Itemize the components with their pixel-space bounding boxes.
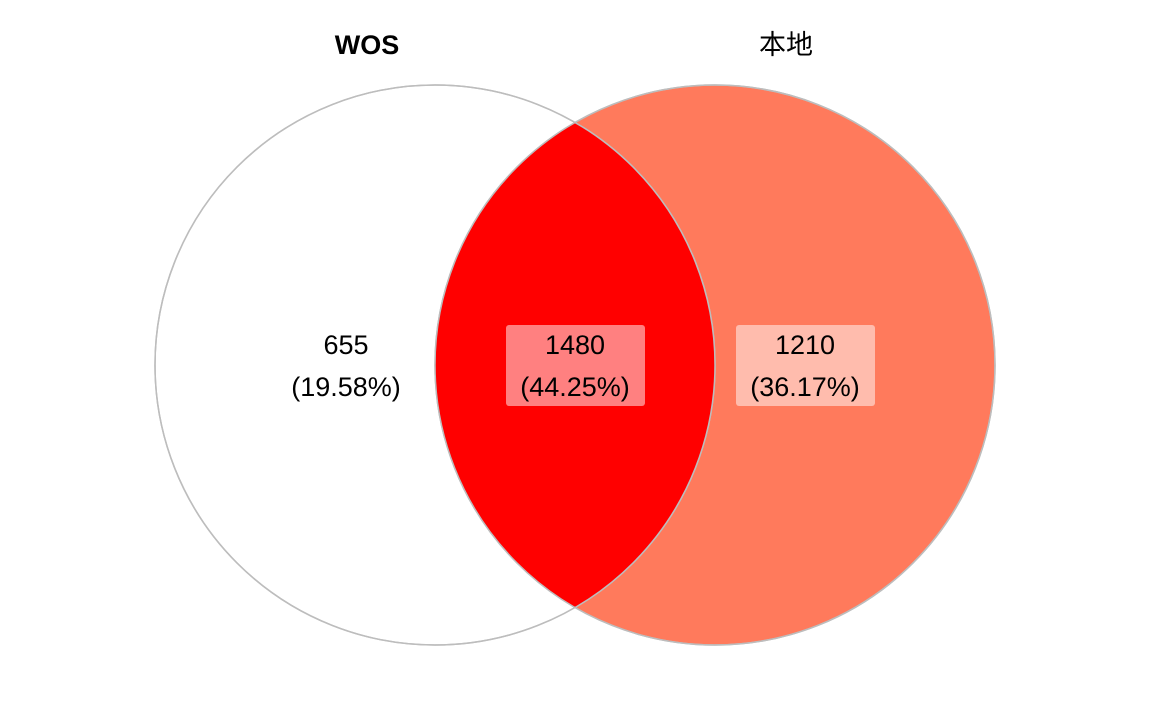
intersection-percent: (44.25%) [520, 372, 630, 402]
local-only-count: 1210 [775, 330, 835, 360]
set-outline-wos [154, 84, 716, 646]
set-title-wos: WOS [335, 30, 400, 60]
intersection-count: 1480 [545, 330, 605, 360]
wos-only-percent: (19.58%) [291, 372, 401, 402]
set-outline-local [434, 84, 996, 646]
intersection-region [435, 85, 715, 645]
local-only-percent: (36.17%) [750, 372, 860, 402]
wos-only-count: 655 [323, 330, 368, 360]
intersection-label-background [506, 325, 645, 406]
local-only-label-background [736, 325, 875, 406]
set-title-local: 本地 [759, 30, 813, 60]
